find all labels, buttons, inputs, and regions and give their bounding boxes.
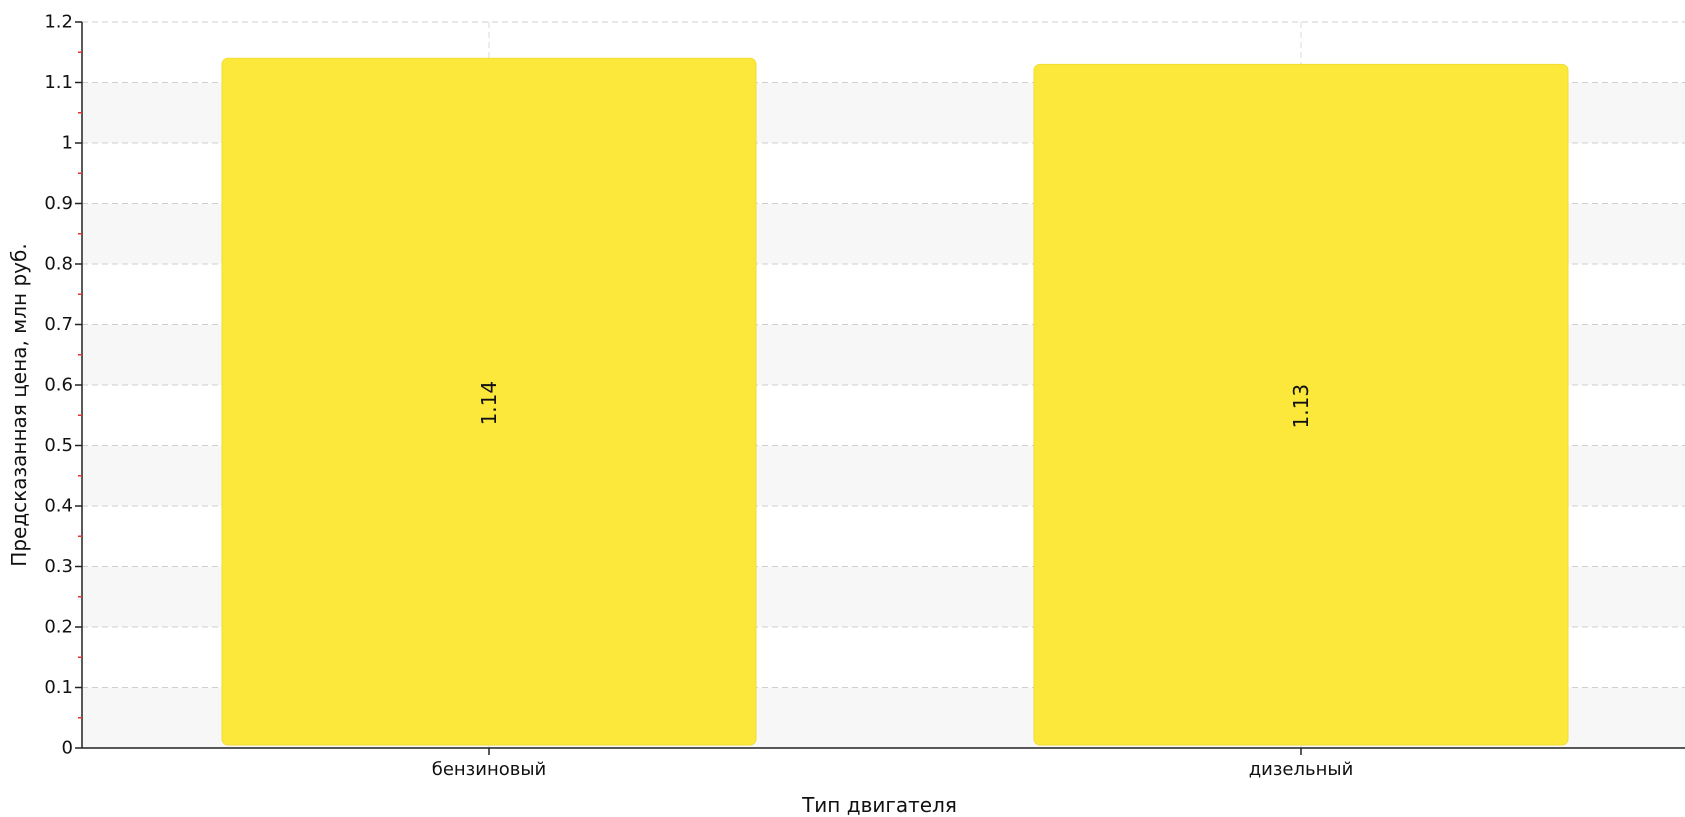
- y-tick-label: 0.6: [44, 375, 73, 396]
- y-tick-label: 1.2: [44, 12, 73, 33]
- bars: 1.14 1.13: [221, 57, 1569, 746]
- y-tick-label: 0.9: [44, 193, 73, 214]
- y-tick-label: 0.5: [44, 435, 73, 456]
- y-tick-label: 1: [62, 133, 73, 154]
- y-tick-label: 1.1: [44, 72, 73, 93]
- x-tick-label: дизельный: [1249, 759, 1354, 780]
- y-tick-label: 0.8: [44, 254, 73, 275]
- bar: [221, 57, 757, 746]
- y-tick-label: 0: [62, 738, 73, 759]
- bar-data-label: 1.14: [477, 381, 501, 426]
- x-tick-label: бензиновый: [432, 759, 547, 780]
- y-tick-label: 0.1: [44, 677, 73, 698]
- y-axis-ticks: 0 0.1 0.2 0.3 0.4 0.5 0.6 0.7 0.8 0.9 1 1.1 1.2: [44, 12, 82, 759]
- y-tick-label: 0.3: [44, 556, 73, 577]
- x-axis-ticks: бензиновый дизельный: [432, 748, 1354, 780]
- bar-data-label: 1.13: [1289, 384, 1313, 429]
- y-tick-label: 0.4: [44, 496, 73, 517]
- y-tick-label: 0.7: [44, 314, 73, 335]
- y-tick-label: 0.2: [44, 617, 73, 638]
- x-axis-title: Тип двигателя: [801, 793, 957, 817]
- y-axis-title: Предсказанная цена, млн руб.: [7, 243, 31, 566]
- bar: [1033, 63, 1569, 746]
